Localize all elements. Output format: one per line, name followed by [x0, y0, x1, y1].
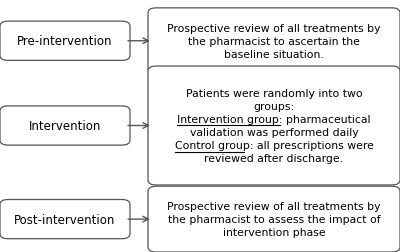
- Text: Control group: all prescriptions were: Control group: all prescriptions were: [174, 141, 374, 151]
- FancyBboxPatch shape: [148, 67, 400, 185]
- FancyBboxPatch shape: [0, 200, 130, 239]
- Text: reviewed after discharge.: reviewed after discharge.: [204, 154, 344, 164]
- Text: Intervention group: pharmaceutical: Intervention group: pharmaceutical: [177, 114, 371, 124]
- Text: Pre-intervention: Pre-intervention: [17, 35, 113, 48]
- Text: the pharmacist to assess the impact of: the pharmacist to assess the impact of: [168, 214, 380, 224]
- Text: Prospective review of all treatments by: Prospective review of all treatments by: [167, 23, 381, 34]
- FancyBboxPatch shape: [148, 9, 400, 74]
- Text: intervention phase: intervention phase: [223, 227, 325, 237]
- Text: Intervention: Intervention: [29, 119, 101, 133]
- Text: Prospective review of all treatments by: Prospective review of all treatments by: [167, 201, 381, 211]
- Text: validation was performed daily: validation was performed daily: [190, 128, 358, 138]
- FancyBboxPatch shape: [148, 186, 400, 252]
- FancyBboxPatch shape: [0, 22, 130, 61]
- FancyBboxPatch shape: [0, 106, 130, 146]
- Text: Patients were randomly into two: Patients were randomly into two: [186, 88, 362, 98]
- Text: baseline situation.: baseline situation.: [224, 50, 324, 60]
- Text: the pharmacist to ascertain the: the pharmacist to ascertain the: [188, 37, 360, 47]
- Text: Post-intervention: Post-intervention: [14, 213, 116, 226]
- Text: groups:: groups:: [254, 101, 294, 111]
